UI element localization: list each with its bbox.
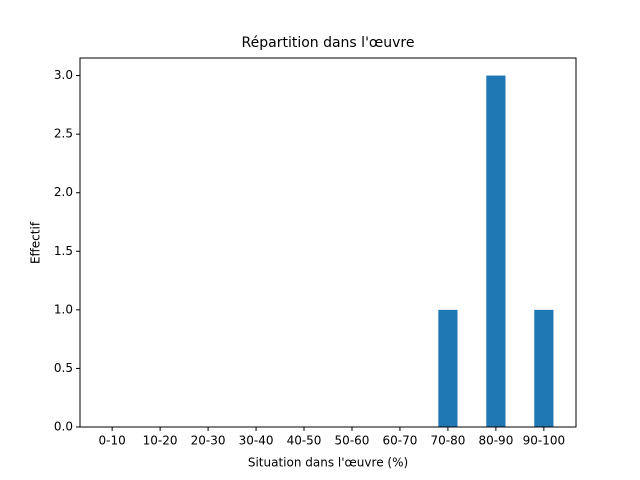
y-tick-label: 3.0 [54, 68, 73, 82]
x-tick-label: 50-60 [335, 434, 370, 448]
y-tick-label: 1.0 [54, 302, 73, 316]
x-tick-label: 70-80 [430, 434, 465, 448]
y-axis-label: Effectif [29, 221, 43, 264]
plot-frame [79, 57, 577, 428]
y-tick-label: 0.5 [54, 361, 73, 375]
x-tick-label: 80-90 [478, 434, 513, 448]
bar [534, 309, 554, 427]
x-axis-label: Situation dans l'œuvre (%) [248, 456, 408, 470]
y-tick-label: 0.0 [54, 420, 73, 434]
x-tick-label: 40-50 [287, 434, 322, 448]
x-tick-label: 0-10 [99, 434, 126, 448]
x-tick-label: 60-70 [383, 434, 418, 448]
y-tick-label: 1.5 [54, 244, 73, 258]
x-tick-label: 30-40 [239, 434, 274, 448]
chart-title: Répartition dans l'œuvre [242, 35, 415, 51]
bar [486, 75, 506, 428]
y-tick-label: 2.0 [54, 185, 73, 199]
y-tick-label: 2.5 [54, 127, 73, 141]
x-tick-label: 90-100 [523, 434, 566, 448]
bar [438, 309, 458, 427]
x-tick-label: 10-20 [143, 434, 178, 448]
x-tick-label: 20-30 [191, 434, 226, 448]
